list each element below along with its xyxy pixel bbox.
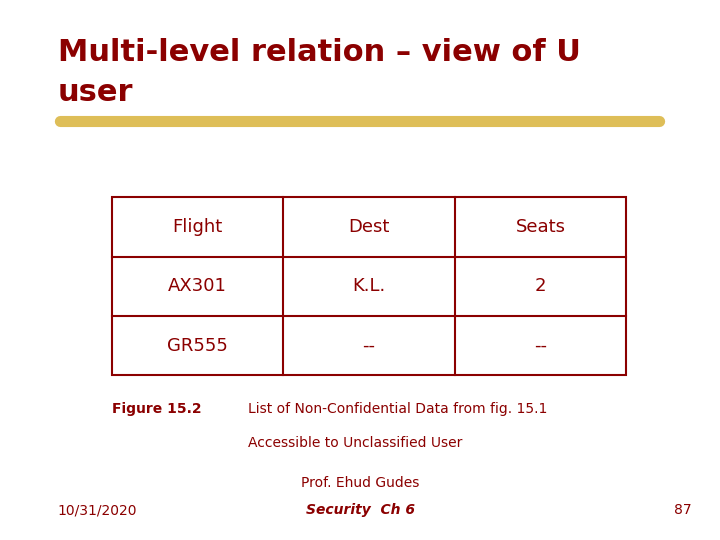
Text: K.L.: K.L. bbox=[352, 277, 386, 295]
Text: 87: 87 bbox=[674, 503, 691, 517]
Text: 2: 2 bbox=[535, 277, 546, 295]
Text: AX301: AX301 bbox=[168, 277, 227, 295]
Text: Seats: Seats bbox=[516, 218, 566, 236]
Text: --: -- bbox=[534, 336, 547, 355]
Text: Accessible to Unclassified User: Accessible to Unclassified User bbox=[248, 436, 463, 450]
Text: GR555: GR555 bbox=[167, 336, 228, 355]
Text: Multi-level relation – view of U: Multi-level relation – view of U bbox=[58, 38, 580, 67]
Text: List of Non-Confidential Data from fig. 15.1: List of Non-Confidential Data from fig. … bbox=[248, 402, 548, 416]
Text: --: -- bbox=[362, 336, 376, 355]
Text: Prof. Ehud Gudes: Prof. Ehud Gudes bbox=[301, 476, 419, 490]
Text: user: user bbox=[58, 78, 133, 107]
Text: Figure 15.2: Figure 15.2 bbox=[112, 402, 201, 416]
Bar bbox=[112, 197, 626, 375]
Text: Dest: Dest bbox=[348, 218, 390, 236]
Text: Flight: Flight bbox=[172, 218, 222, 236]
Text: 10/31/2020: 10/31/2020 bbox=[58, 503, 137, 517]
Text: Security  Ch 6: Security Ch 6 bbox=[305, 503, 415, 517]
